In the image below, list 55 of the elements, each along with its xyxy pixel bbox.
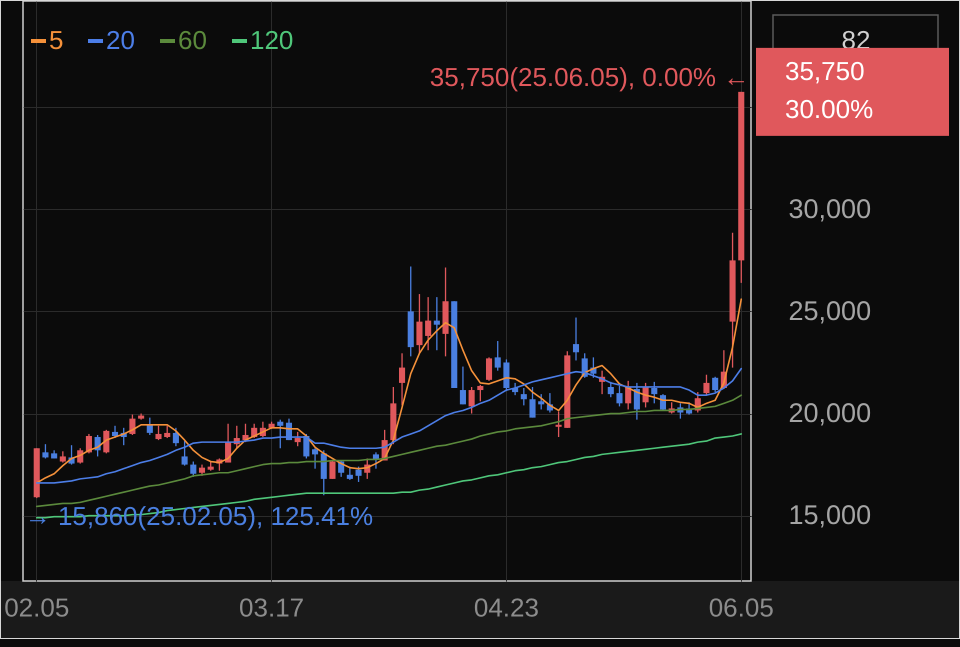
x-tick-label: 02.05 [4, 592, 70, 622]
x-tick-label: 06.05 [708, 592, 774, 622]
y-tick-label: 25,000 [788, 296, 872, 326]
candlestick [616, 385, 623, 408]
x-tick-label: 03.17 [239, 592, 304, 622]
candlestick [572, 316, 580, 362]
candlestick [356, 466, 362, 483]
legend-label: 60 [178, 25, 207, 55]
candlestick [172, 427, 179, 447]
candlestick [190, 460, 196, 478]
y-tick-label: 15,000 [788, 500, 872, 530]
candlestick [103, 429, 110, 454]
candlestick [434, 296, 440, 351]
x-tick-label: 04.23 [474, 592, 539, 622]
candlestick [486, 356, 492, 382]
candlestick [425, 296, 432, 351]
candlestick [477, 384, 484, 402]
candlestick [329, 460, 336, 480]
text: 35,750 [785, 56, 865, 86]
candlestick [277, 419, 284, 449]
candlestick [60, 450, 66, 464]
candlestick [529, 386, 536, 418]
candlestick [634, 382, 640, 420]
candlestick [520, 387, 527, 406]
line-series [36, 394, 742, 508]
candlestick [42, 444, 48, 460]
legend-label: 20 [106, 25, 135, 55]
candlestick [312, 448, 318, 470]
candlestick [182, 440, 188, 466]
line-series [36, 298, 742, 484]
candlestick [346, 466, 353, 481]
candlestick [712, 376, 718, 393]
candlestick [155, 425, 162, 441]
y-tick-label: 30,000 [788, 194, 872, 224]
candlestick [112, 425, 118, 439]
candlestick [608, 381, 614, 398]
candlestick [399, 352, 406, 406]
candlestick [538, 393, 544, 410]
legend-label: 5 [49, 25, 64, 55]
candlestick [651, 381, 658, 404]
candlestick [460, 366, 466, 405]
candlestick [146, 416, 153, 436]
candlestick [208, 460, 214, 472]
annotation: 35,750(25.06.05), 0.00% ← [430, 62, 750, 92]
candlestick [294, 431, 301, 447]
candlestick [416, 293, 422, 354]
y-tick-label: 20,000 [788, 398, 872, 428]
candlestick [468, 386, 475, 414]
candlestick [164, 425, 170, 439]
text: 30.00% [785, 94, 874, 124]
candlestick [556, 410, 562, 438]
candlestick [198, 464, 206, 476]
candlestick [494, 340, 501, 372]
legend-label: 120 [250, 25, 294, 55]
candlestick [703, 374, 710, 396]
